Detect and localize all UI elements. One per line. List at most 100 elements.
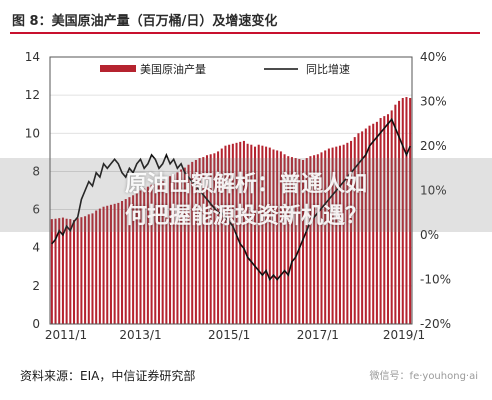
- production-bar: [146, 186, 149, 324]
- production-bar: [394, 104, 397, 324]
- production-bar: [135, 193, 138, 324]
- title-rule: [10, 32, 480, 34]
- production-bar: [313, 155, 316, 324]
- production-bar: [202, 157, 205, 324]
- production-bar: [183, 167, 186, 324]
- production-bar: [194, 159, 197, 324]
- production-bar: [253, 146, 257, 324]
- production-growth-chart: 0 2 4 6 8 10 12 14 -20% -10% 0% 10% 20% 30% 40% 2011/…: [25, 50, 451, 342]
- production-bar: [335, 146, 338, 324]
- production-bar: [128, 197, 131, 324]
- right-tick-label: -10%: [420, 273, 451, 287]
- production-bar: [102, 206, 105, 324]
- watermark-headline-line2: 何把握能源投资新机遇？: [124, 204, 367, 229]
- production-bar: [324, 150, 327, 324]
- production-bar: [95, 210, 98, 324]
- production-bar: [213, 153, 216, 324]
- production-bar: [231, 143, 234, 324]
- production-bar: [379, 118, 382, 325]
- production-bar: [309, 156, 312, 324]
- watermark-band: [0, 158, 492, 232]
- production-bar: [161, 180, 164, 324]
- production-bar: [187, 164, 190, 324]
- production-bar: [257, 144, 260, 324]
- production-bar: [401, 98, 404, 324]
- production-bar: [368, 125, 371, 325]
- production-bar: [346, 142, 349, 324]
- left-tick-label: 6: [32, 203, 40, 217]
- production-bar: [91, 213, 94, 324]
- plot-border: [49, 56, 413, 325]
- production-bar: [350, 140, 353, 324]
- production-bar: [338, 145, 341, 324]
- left-tick-label: 2: [32, 279, 40, 293]
- production-bar: [250, 144, 253, 324]
- production-bar: [239, 141, 242, 324]
- production-bar: [220, 148, 223, 324]
- production-bar: [242, 140, 245, 324]
- legend-bar-label: 美国原油产量: [140, 62, 206, 76]
- production-bar: [224, 145, 227, 324]
- production-bar: [279, 151, 282, 324]
- production-bar: [150, 184, 153, 324]
- production-bar: [316, 154, 319, 324]
- production-bar: [124, 199, 127, 324]
- production-bar: [61, 217, 64, 324]
- production-bar: [283, 154, 286, 324]
- left-tick-label: 4: [32, 241, 40, 255]
- production-bar: [364, 128, 367, 324]
- production-bar: [205, 155, 209, 324]
- production-bar: [357, 133, 360, 324]
- growth-rate-line: [51, 117, 411, 282]
- right-tick-label: 40%: [420, 50, 447, 64]
- production-bar: [305, 158, 308, 324]
- production-bar: [372, 123, 375, 324]
- production-bar: [69, 219, 72, 324]
- production-bar: [157, 182, 160, 324]
- production-bar: [246, 143, 249, 324]
- production-bar: [76, 218, 79, 324]
- x-tick-label: 2017/1: [297, 328, 339, 342]
- production-bar: [143, 188, 146, 324]
- left-tick-label: 8: [32, 164, 40, 178]
- production-bar: [272, 149, 275, 324]
- production-bar: [320, 152, 323, 324]
- production-bar: [84, 216, 87, 324]
- production-bar: [65, 218, 68, 324]
- left-tick-label: 12: [25, 88, 40, 102]
- production-bar: [327, 148, 330, 324]
- right-tick-label: 0%: [420, 228, 439, 242]
- production-bar: [154, 183, 157, 324]
- right-tick-label: 10%: [420, 184, 447, 198]
- production-bar: [228, 144, 231, 324]
- right-tick-label: -20%: [420, 317, 451, 331]
- source-note: 资料来源：EIA，中信证券研究部: [20, 369, 196, 383]
- production-bar: [172, 174, 175, 324]
- production-bar: [72, 220, 76, 324]
- production-bar: [265, 146, 268, 324]
- x-tick-label: 2015/1: [208, 328, 250, 342]
- x-tick-label: 2011/1: [45, 328, 87, 342]
- page-title: 图 8：美国原油产量（百万桶/日）及增速变化: [12, 14, 278, 29]
- production-bar: [390, 110, 393, 325]
- production-bar: [294, 158, 297, 324]
- right-tick-label: 20%: [420, 139, 447, 153]
- production-bar: [398, 100, 401, 324]
- production-bar: [287, 156, 290, 324]
- x-axis-ticks: 2011/1 2013/1 2015/1 2017/1 2019/1: [45, 328, 425, 342]
- production-bar: [331, 147, 334, 324]
- chart-legend: 美国原油产量 同比增速: [100, 62, 350, 76]
- production-bar: [209, 154, 212, 324]
- production-bar: [298, 159, 301, 324]
- production-bars: [50, 97, 412, 325]
- production-bar: [58, 218, 61, 324]
- production-bar: [409, 98, 412, 324]
- wechat-watermark: 微信号：fe·youhong·ai: [369, 371, 478, 382]
- left-tick-label: 0: [32, 317, 40, 331]
- production-bar: [268, 147, 271, 324]
- left-axis-ticks: 0 2 4 6 8 10 12 14: [25, 50, 40, 331]
- production-bar: [165, 179, 168, 324]
- production-bar: [361, 131, 364, 324]
- production-bar: [383, 116, 386, 324]
- right-axis-ticks: -20% -10% 0% 10% 20% 30% 40%: [420, 50, 451, 331]
